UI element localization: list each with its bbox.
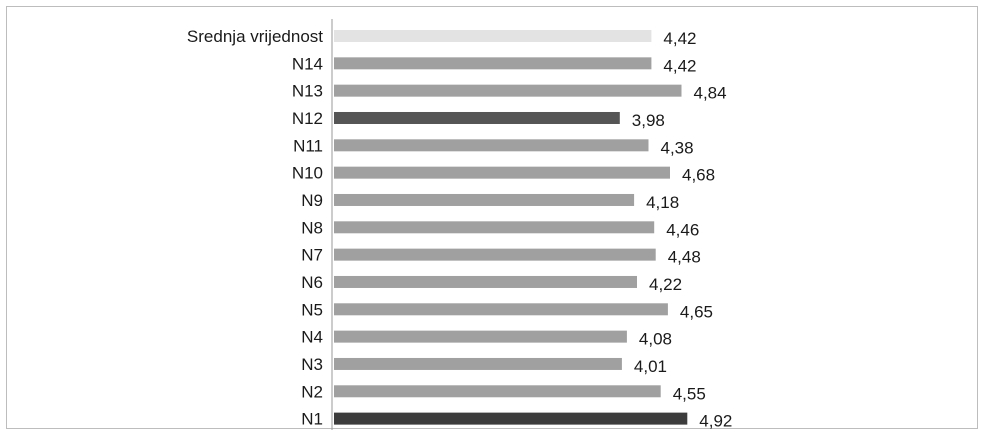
bars [334,30,688,425]
bar [334,193,635,206]
value-label: 4,92 [699,412,732,430]
value-labels: 4,42 4,42 4,84 3,98 4,38 4,684,18 4,46 4,48 4,22… [632,29,733,430]
value-label: 4,48 [668,248,701,267]
bar [334,57,652,70]
bar [334,357,622,370]
value-label: 4,22 [649,275,682,294]
bar [334,139,649,152]
value-label: 4,84 [694,84,727,103]
category-labels: Srednja vrijednost N14 N13 N12 N11 N10 N9 N8 N7 N… [187,27,323,429]
category-label: N3 [301,355,323,374]
bar [334,330,627,343]
category-label: Srednja vrijednost [187,27,323,46]
category-label: N5 [301,300,323,319]
category-label: N1 [301,410,323,429]
bar [334,385,661,398]
category-label: N12 [292,109,323,128]
bar [334,84,682,97]
value-label: 4,55 [673,384,706,403]
chart-frame: Srednja vrijednost N14 N13 N12 N11 N10 N9 N8 N7 N… [6,6,978,430]
bar [334,275,637,288]
category-label: N8 [301,218,323,237]
bar [334,111,620,124]
value-label: 4,46 [666,220,699,239]
value-label: 4,68 [682,166,715,185]
bar [334,303,668,316]
bar [334,248,656,261]
value-label: 4,42 [663,29,696,48]
value-label: 4,18 [646,193,679,212]
value-label: 4,65 [680,302,713,321]
value-label: 4,01 [634,357,667,376]
category-label: N4 [301,328,323,347]
category-label: N2 [301,382,323,401]
bar-chart: Srednja vrijednost N14 N13 N12 N11 N10 N9 N8 N7 N… [187,19,733,430]
category-label: N11 [293,136,323,155]
category-label: N9 [301,191,323,210]
value-label: 3,98 [632,111,665,130]
value-label: 4,08 [639,330,672,349]
category-label: N6 [301,273,323,292]
category-label: N14 [292,54,323,73]
value-label: 4,38 [661,138,694,157]
bar [334,412,688,425]
category-label: N13 [292,82,323,101]
bar [334,166,670,179]
value-label: 4,42 [663,56,696,75]
category-label: N10 [292,164,323,183]
bar [334,30,652,42]
category-label: N7 [301,246,323,265]
bar [334,221,655,234]
